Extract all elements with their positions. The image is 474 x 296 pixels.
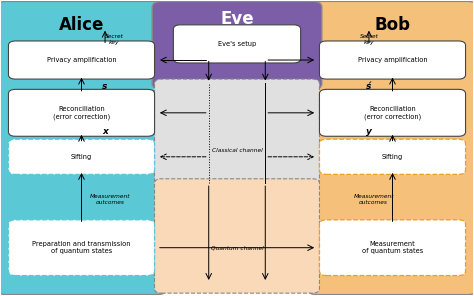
Text: Reconciliation
(error correction): Reconciliation (error correction) (53, 106, 110, 120)
FancyBboxPatch shape (319, 89, 465, 136)
FancyBboxPatch shape (173, 25, 301, 63)
FancyBboxPatch shape (319, 220, 465, 276)
FancyBboxPatch shape (9, 41, 155, 79)
Text: Eve: Eve (220, 10, 254, 28)
FancyBboxPatch shape (9, 220, 155, 276)
Text: x: x (102, 127, 108, 136)
FancyBboxPatch shape (155, 179, 319, 293)
Text: Privacy amplification: Privacy amplification (46, 57, 116, 63)
Text: Eve's setup: Eve's setup (218, 41, 256, 47)
Text: s: s (102, 82, 108, 91)
FancyBboxPatch shape (0, 1, 166, 295)
Text: Measurement
outcomes: Measurement outcomes (90, 194, 130, 205)
Text: Preparation and transmission
of quantum states: Preparation and transmission of quantum … (32, 241, 131, 254)
Text: Privacy amplification: Privacy amplification (358, 57, 428, 63)
FancyBboxPatch shape (155, 79, 319, 188)
FancyBboxPatch shape (308, 1, 474, 295)
Text: Classical channel: Classical channel (211, 148, 263, 153)
Text: Measurement
of quantum states: Measurement of quantum states (362, 241, 423, 254)
Text: Reconciliation
(error correction): Reconciliation (error correction) (364, 106, 421, 120)
Text: ś: ś (366, 82, 372, 91)
Text: Bob: Bob (374, 16, 410, 34)
FancyBboxPatch shape (152, 1, 322, 89)
Text: Sifting: Sifting (382, 154, 403, 160)
FancyBboxPatch shape (9, 139, 155, 174)
Text: Secret
key: Secret key (359, 34, 378, 45)
Text: Sifting: Sifting (71, 154, 92, 160)
Text: Alice: Alice (59, 16, 104, 34)
Text: Quantum channel: Quantum channel (210, 245, 264, 250)
Text: Measurement
outcomes: Measurement outcomes (354, 194, 394, 205)
FancyBboxPatch shape (319, 139, 465, 174)
Text: Secret
key: Secret key (105, 34, 124, 45)
FancyBboxPatch shape (319, 41, 465, 79)
Text: y: y (366, 127, 372, 136)
FancyBboxPatch shape (9, 89, 155, 136)
